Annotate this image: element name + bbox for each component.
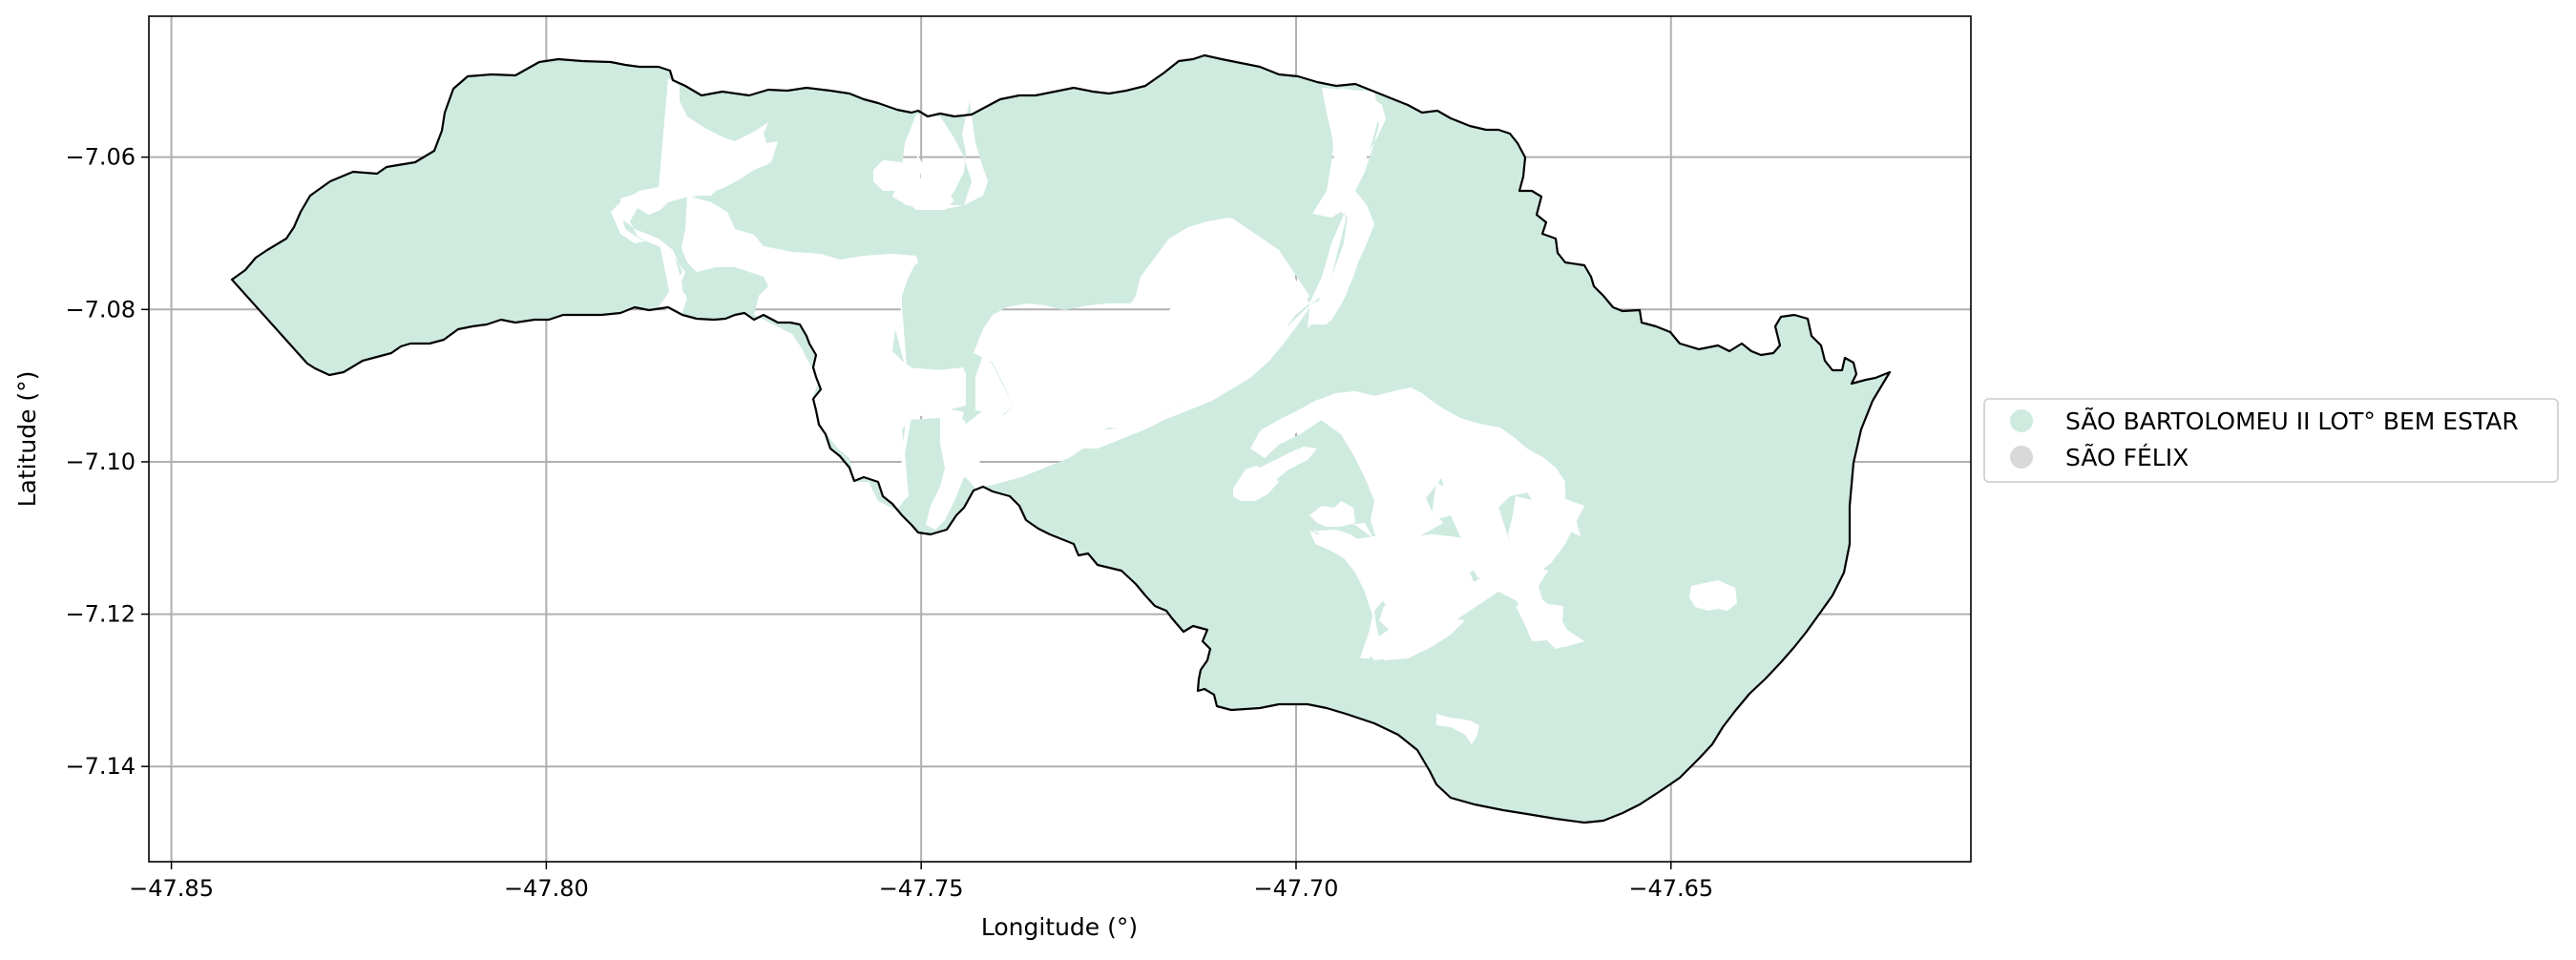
x-tick-label: −47.80 [504,875,589,902]
region-boundary [230,53,1892,824]
legend-entry: SÃO BARTOLOMEU II LOT° BEM ESTAR [2010,407,2519,435]
y-tick-label: −7.06 [65,144,136,171]
x-tick-label: −47.85 [129,875,214,902]
x-tick-label: −47.75 [879,875,964,902]
x-ticks: −47.85 −47.80 −47.75 −47.70 −47.65 [129,862,1713,902]
y-tick-label: −7.12 [65,601,136,628]
y-tick-label: −7.14 [65,753,136,780]
y-ticks: −7.06 −7.08 −7.10 −7.12 −7.14 [65,144,149,780]
y-tick-label: −7.10 [65,449,136,475]
legend-box [1983,398,2559,483]
legend-label: SÃO FÉLIX [2065,443,2189,471]
legend: SÃO BARTOLOMEU II LOT° BEM ESTAR SÃO FÉL… [1983,398,2559,483]
y-tick-label: −7.08 [65,296,136,323]
axes-frame [148,15,1972,863]
x-tick-label: −47.70 [1254,875,1339,902]
y-axis-label: Latitude (°) [13,371,41,508]
x-axis-label: Longitude (°) [981,913,1138,941]
legend-swatch [2010,409,2033,432]
plot-area: −47.85 −47.80 −47.75 −47.70 −47.65 −7.06−7.0… [13,15,1972,941]
region-voids [620,78,1737,744]
region-sao-bartolomeu [232,55,1890,823]
legend-swatch [2010,446,2033,469]
legend-entry: SÃO FÉLIX [2010,443,2189,471]
x-tick-label: −47.65 [1628,875,1713,902]
legend-label: SÃO BARTOLOMEU II LOT° BEM ESTAR [2065,407,2519,435]
